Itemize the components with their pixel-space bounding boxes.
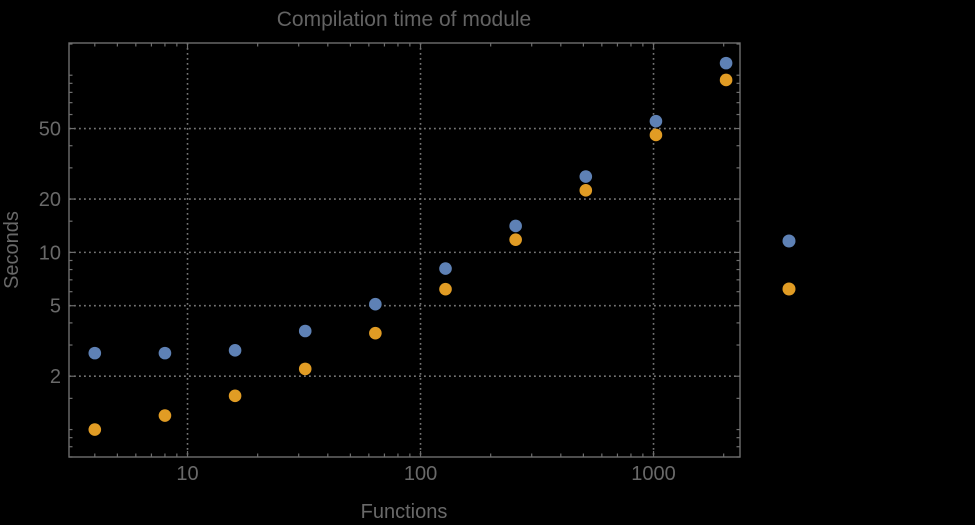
data-point-series_2	[509, 233, 522, 246]
y-tick-label: 50	[39, 119, 61, 141]
data-point-series_2	[579, 184, 593, 197]
data-point-series_1	[158, 346, 172, 360]
data-point-series_1	[649, 114, 663, 128]
data-point-series_1	[298, 324, 312, 338]
y-axis-label: Seconds	[1, 211, 23, 289]
chart-title: Compilation time of module	[277, 8, 531, 31]
x-tick-label: 1000	[631, 463, 676, 485]
x-tick-label: 100	[404, 463, 437, 485]
data-point-series_1	[719, 56, 733, 70]
legend	[782, 234, 796, 296]
y-tick-label: 10	[39, 242, 61, 264]
frame-rect	[68, 42, 741, 458]
data-point-series_1	[439, 262, 452, 275]
data-point-series_1	[509, 219, 522, 233]
tick-labels: 10 100 1000 2 5 10 20 50	[39, 119, 676, 485]
data-point-series_2	[298, 362, 312, 376]
data-point-series_1	[369, 297, 382, 311]
data-point-series_1	[228, 344, 242, 357]
gridlines	[69, 43, 740, 457]
data-point-series_2	[158, 409, 172, 422]
legend-marker-series_2	[782, 282, 796, 296]
y-tick-label: 5	[50, 296, 61, 318]
data-point-series_2	[439, 282, 452, 296]
data-point-series_2	[228, 389, 242, 403]
data-point-series_2	[719, 73, 733, 87]
data-point-series_1	[579, 170, 593, 183]
x-tick-label: 10	[176, 463, 198, 485]
data-point-series_2	[649, 128, 663, 142]
legend-marker-series_1	[782, 234, 796, 248]
data-point-series_1	[88, 346, 102, 360]
data-point-series_2	[369, 326, 382, 340]
data-points	[88, 56, 733, 436]
plot-frame	[68, 42, 741, 458]
x-axis-label: Functions	[361, 501, 448, 523]
data-point-series_2	[88, 423, 102, 436]
y-tick-label: 20	[39, 189, 61, 211]
y-tick-label: 2	[50, 366, 61, 388]
axis-ticks	[69, 43, 740, 458]
